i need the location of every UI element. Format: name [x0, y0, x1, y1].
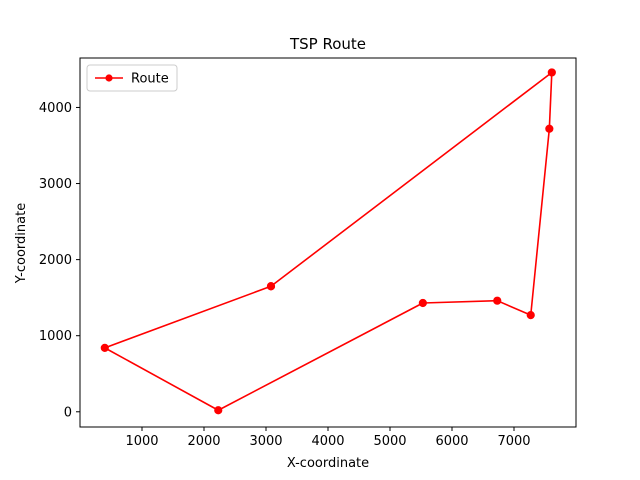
legend-label-route: Route: [131, 72, 169, 87]
route-point: [418, 298, 427, 308]
route-point: [493, 296, 502, 305]
y-tick-label: 4000: [39, 101, 72, 116]
route-point: [547, 68, 556, 77]
route-point: [214, 406, 223, 415]
x-tick-label: 6000: [435, 434, 468, 449]
route-point: [266, 282, 276, 291]
y-tick-label: 0: [64, 405, 72, 420]
chart-title: TSP Route: [289, 35, 366, 53]
route-point: [100, 343, 109, 352]
route-point: [526, 311, 535, 320]
y-tick-label: 2000: [39, 253, 72, 268]
route-point: [545, 124, 554, 133]
plot-area: 1000 2000 3000 4000 5000 6000 7000 0 1000 2000 300…: [39, 57, 577, 449]
x-tick-label: 1000: [125, 434, 158, 449]
y-axis-label: Y-coordinate: [14, 203, 29, 284]
x-tick-label: 7000: [497, 434, 530, 449]
legend: Route: [86, 64, 178, 92]
legend-box: [86, 64, 178, 92]
y-tick-label: 3000: [39, 177, 72, 192]
x-tick-label: 4000: [311, 434, 344, 449]
legend-marker-sample: [105, 74, 113, 82]
y-tick-label: 1000: [39, 329, 72, 344]
x-tick-label: 3000: [249, 434, 282, 449]
x-tick-label: 2000: [187, 434, 220, 449]
x-tick-label: 5000: [373, 434, 406, 449]
x-axis-label: X-coordinate: [287, 456, 369, 471]
